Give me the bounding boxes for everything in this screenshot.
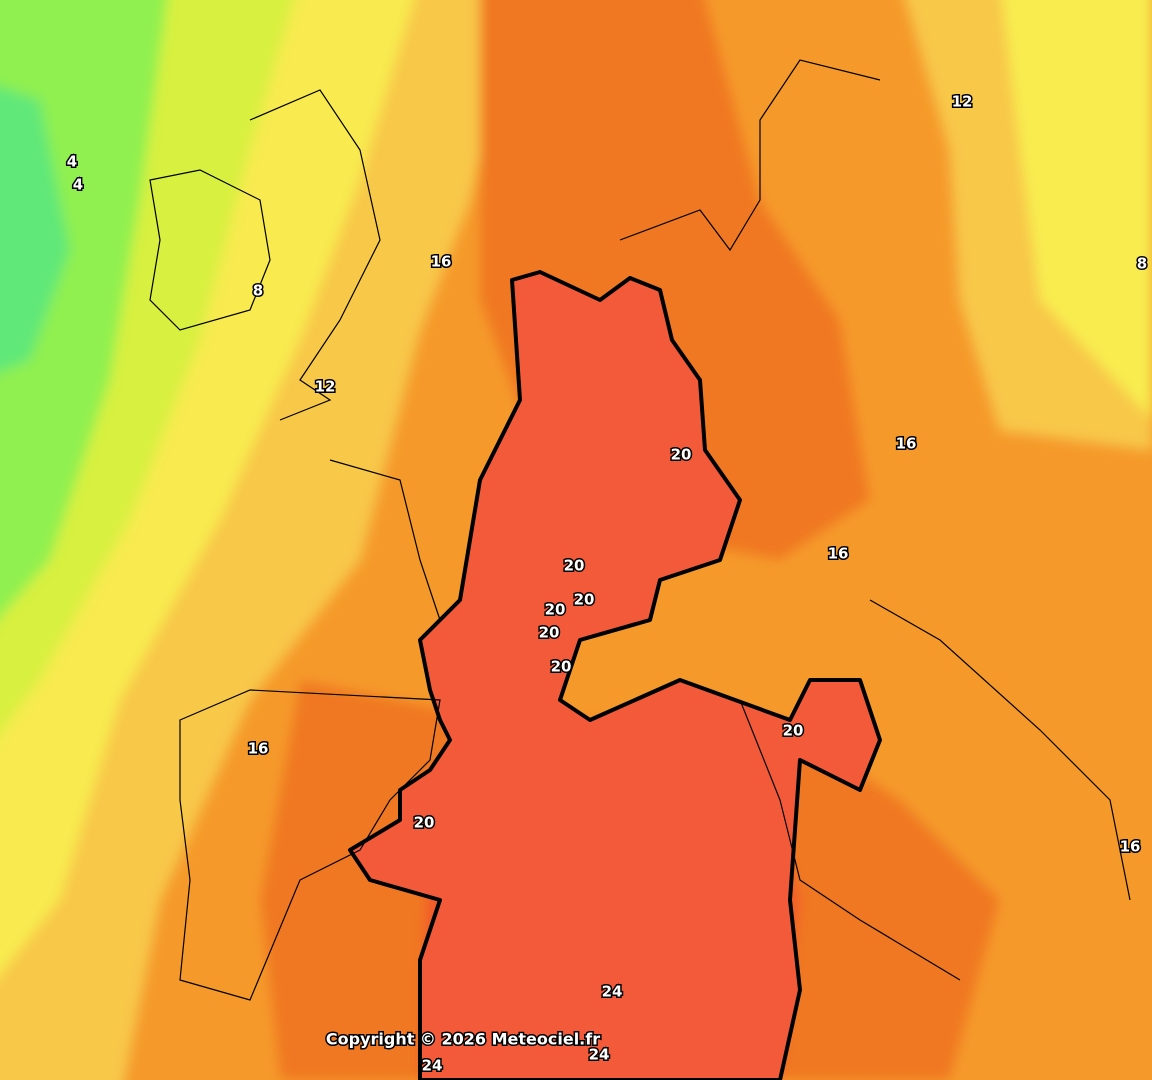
contour-label: 16: [248, 740, 269, 758]
contour-label: 20: [671, 446, 692, 464]
contour-label: 4: [73, 176, 83, 194]
contour-label: 16: [896, 435, 917, 453]
contour-label: 20: [783, 722, 804, 740]
contour-label: 8: [253, 282, 263, 300]
warm-region: [348, 270, 882, 1080]
contour-label: 16: [431, 253, 452, 271]
contour-label: 16: [1120, 838, 1141, 856]
contour-label: 24: [422, 1057, 443, 1075]
contour-label: 20: [539, 624, 560, 642]
contour-label: 8: [1137, 255, 1147, 273]
contour-label: 12: [315, 378, 336, 396]
contour-labels: 4 4 8 12 16 12 8 16 20 16 20 20 20 20 20 20 16 20 16 24 24 24: [65, 91, 1148, 1076]
contour-label: 24: [602, 983, 623, 1001]
coastlines: [149, 59, 1131, 1001]
contour-label: 20: [551, 658, 572, 676]
contour-label: 24: [589, 1046, 610, 1064]
contour-label: 20: [564, 557, 585, 575]
contour-label: 12: [952, 93, 973, 111]
contour-label: 20: [545, 601, 566, 619]
copyright: Copyright © 2026 Meteociel.fr: [326, 1030, 600, 1049]
contour-label: 4: [67, 153, 77, 171]
contour-label: 20: [414, 814, 435, 832]
contour-label: 16: [828, 545, 849, 563]
contour-label: 20: [574, 591, 595, 609]
